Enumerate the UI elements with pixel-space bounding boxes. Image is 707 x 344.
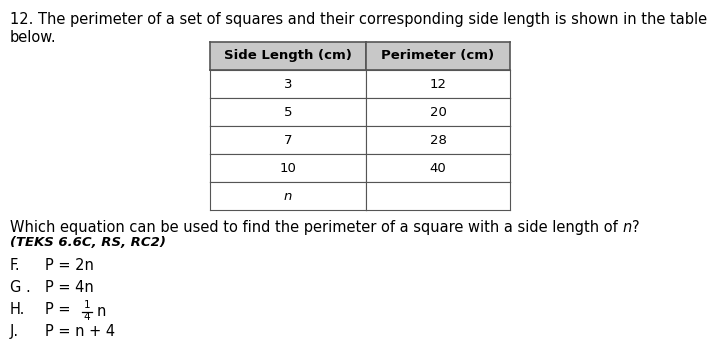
Text: 1: 1 [83,300,90,310]
Text: 40: 40 [430,161,446,174]
Text: P =: P = [45,302,75,317]
Text: 10: 10 [279,161,296,174]
Text: P = 2n: P = 2n [45,258,94,273]
Text: F.: F. [10,258,21,273]
Text: P = 4n: P = 4n [45,280,94,295]
Text: 12. The perimeter of a set of squares and their corresponding side length is sho: 12. The perimeter of a set of squares an… [10,12,707,27]
Text: 28: 28 [430,133,446,147]
Text: n: n [284,190,292,203]
Text: G .: G . [10,280,30,295]
Text: n: n [97,304,106,319]
Text: n: n [622,220,631,235]
Text: 20: 20 [430,106,446,118]
Text: below.: below. [10,30,57,45]
Text: 3: 3 [284,77,292,90]
Text: 7: 7 [284,133,292,147]
Text: 5: 5 [284,106,292,118]
Text: Which equation can be used to find the perimeter of a square with a side length : Which equation can be used to find the p… [10,220,622,235]
Text: Side Length (cm): Side Length (cm) [224,50,352,63]
Text: (TEKS 6.6C, RS, RC2): (TEKS 6.6C, RS, RC2) [10,236,166,249]
Text: P = n + 4: P = n + 4 [45,324,115,339]
Text: Perimeter (cm): Perimeter (cm) [382,50,495,63]
Text: 4: 4 [83,312,90,322]
Text: ?: ? [631,220,639,235]
Text: H.: H. [10,302,25,317]
Text: J.: J. [10,324,19,339]
Text: 12: 12 [429,77,447,90]
